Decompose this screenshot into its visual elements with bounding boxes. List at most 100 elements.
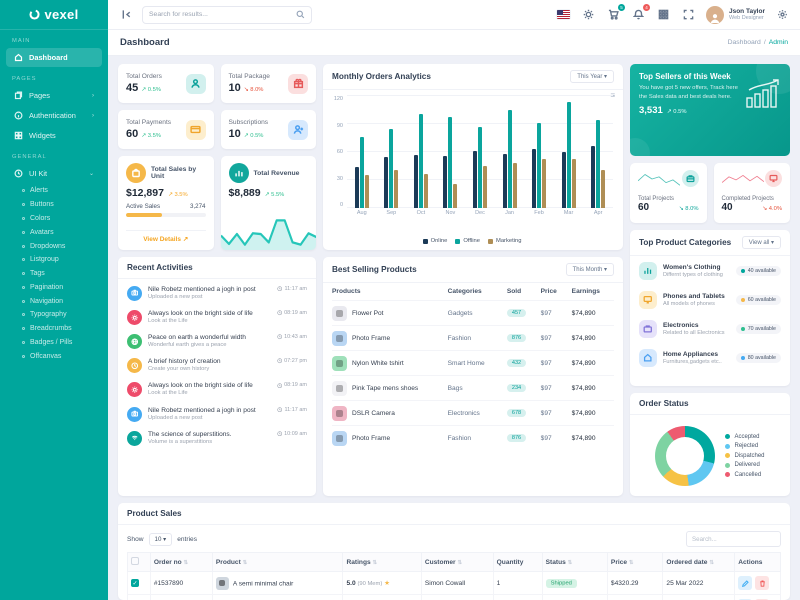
table-search-input[interactable]	[686, 531, 781, 547]
sidebar-subitem-dropdowns[interactable]: Dropdowns	[0, 239, 108, 253]
col-order-no[interactable]: Order no ⇅	[149, 552, 213, 572]
activity-item: Peace on earth a wonderful width Wonderfu…	[118, 329, 316, 353]
theme-toggle-icon[interactable]	[581, 7, 597, 23]
bullet-icon	[22, 313, 25, 317]
globe-icon	[127, 333, 142, 349]
period-dropdown[interactable]: This Month ▾	[565, 263, 614, 276]
activity-item: Always look on the bright side of life Lo…	[118, 378, 316, 402]
period-dropdown[interactable]: This Year ▾	[570, 70, 614, 83]
sidebar-item-label: UI Kit	[29, 169, 48, 178]
sidebar-subitem-buttons[interactable]: Buttons	[0, 198, 108, 212]
sidebar-collapse-icon[interactable]	[118, 7, 134, 23]
sidebar-subitem-tags[interactable]: Tags	[0, 267, 108, 281]
projects-sparkline	[721, 175, 764, 183]
col-status[interactable]: Status ⇅	[541, 552, 608, 572]
stat-label: Total Package	[228, 73, 270, 80]
col-price[interactable]: Price ⇅	[606, 552, 664, 572]
cart-icon[interactable]: 5	[606, 3, 625, 23]
sidebar-subitem-badges-pills[interactable]: Badges / Pills	[0, 336, 108, 350]
home-icon	[14, 53, 23, 62]
chevron-right-icon: ›	[92, 92, 94, 99]
card-title: Total Sales by Unit	[151, 166, 197, 180]
table-row: Photo Frame Fashion 876 $97 $74,890	[332, 425, 614, 450]
bullet-icon	[22, 285, 25, 289]
bullet-icon	[22, 340, 25, 344]
sidebar-subitem-avatars[interactable]: Avatars	[0, 225, 108, 239]
row-checkbox[interactable]: ✓	[131, 579, 139, 587]
sales-trend: ↗ 3.5%	[167, 192, 188, 198]
sidebar-item-widgets[interactable]: Widgets	[6, 126, 102, 145]
activity-time: 10:09 am	[276, 431, 307, 437]
entries-select[interactable]: 10 ▾	[148, 532, 173, 546]
sidebar-subitem-listgroup[interactable]: Listgroup	[0, 253, 108, 267]
sidebar-subitem-offcanvas[interactable]: Offcanvas	[0, 349, 108, 363]
col-ordered-date[interactable]: Ordered date ⇅	[662, 552, 736, 572]
view-all-dropdown[interactable]: View all ▾	[741, 236, 781, 249]
sun-icon	[127, 309, 142, 325]
fullscreen-icon[interactable]	[681, 7, 697, 23]
bar-marketing-oct	[423, 174, 428, 208]
sidebar-subitem-navigation[interactable]: Navigation	[0, 294, 108, 308]
notifications-bell-icon[interactable]: 4	[631, 3, 650, 23]
sold-badge: 234	[506, 384, 527, 392]
monitor-icon	[765, 170, 782, 187]
quantity: 2	[492, 594, 543, 600]
donut-legend: Accepted Rejected Dispatched Delivered Cance…	[725, 434, 765, 478]
sort-icon: ⇅	[709, 559, 714, 566]
section-label-main: MAIN	[12, 38, 31, 44]
monitor-icon	[639, 290, 657, 309]
sidebar-item-dashboard[interactable]: Dashboard	[6, 48, 102, 67]
sidebar-subitem-breadcrumbs[interactable]: Breadcrumbs	[0, 322, 108, 336]
sidebar-subitem-colors[interactable]: Colors	[0, 212, 108, 226]
bar-marketing-aug	[364, 175, 369, 208]
category-item: Home Appliances Furnitures,gadgets etc.. …	[630, 343, 790, 372]
edit-button[interactable]	[738, 576, 753, 590]
card-title: Order Status	[639, 399, 689, 408]
table-row: #1539078 Two type of watch sets 3.0 (50 …	[127, 594, 781, 600]
gridline	[347, 95, 613, 96]
view-details-link[interactable]: View Details ↗	[126, 230, 206, 243]
select-all-checkbox[interactable]	[131, 557, 139, 565]
availability-badge: 60 available	[735, 294, 781, 305]
user-menu[interactable]: Json Taylor Web Designer	[705, 5, 765, 24]
col-quantity[interactable]: Quantity	[492, 552, 543, 572]
table-header-row: Order no ⇅ Product ⇅ Ratings ⇅ Customer …	[127, 552, 781, 572]
top-sellers-desc: You have got 5 new offers, Track here th…	[639, 85, 738, 100]
sales-revenue-row: Total Sales by Unit $12,897 ↗ 3.5% Activ…	[118, 156, 316, 250]
sidebar-subitem-pagination[interactable]: Pagination	[0, 280, 108, 294]
col-customer[interactable]: Customer ⇅	[420, 552, 494, 572]
sidebar-subitem-typography[interactable]: Typography	[0, 308, 108, 322]
sidebar-subitem-alerts[interactable]: Alerts	[0, 184, 108, 198]
brand-logo[interactable]: vexel	[0, 0, 108, 30]
product-thumbnail	[332, 305, 347, 321]
search-input[interactable]	[149, 11, 292, 18]
breadcrumb-root[interactable]: Dashboard	[727, 39, 761, 46]
apps-grid-icon[interactable]	[656, 7, 672, 23]
delete-button[interactable]	[755, 576, 770, 590]
bar-chart-icon	[228, 163, 249, 183]
product-sales-card: Product Sales Show 10 ▾ entries Order no…	[118, 503, 790, 600]
total-projects-card: Total Projects 60 ↘ 8.0%	[630, 163, 707, 223]
x-tick: Aug	[356, 210, 367, 216]
sidebar-item-authentication[interactable]: Authentication ›	[6, 106, 102, 125]
sidebar-item-pages[interactable]: Pages ›	[6, 86, 102, 105]
bar-online-sep	[384, 156, 389, 208]
completed-projects-card: Completed Projects 40 ↘ 4.0%	[713, 163, 790, 223]
bar-marketing-nov	[453, 183, 458, 208]
customer-name: Simon Cowall	[420, 571, 494, 595]
col-product[interactable]: Product ⇅	[211, 552, 344, 572]
language-flag-icon[interactable]	[556, 7, 572, 23]
settings-gear-icon[interactable]	[774, 7, 790, 23]
bar-group-mar	[561, 96, 576, 208]
user-plus-icon	[288, 119, 308, 140]
bullet-icon	[22, 354, 25, 358]
bar-offline-mar	[566, 101, 571, 208]
x-tick: Nov	[445, 210, 456, 216]
sidebar-item-label: Widgets	[29, 131, 56, 140]
order-status-donut	[655, 425, 716, 486]
bar-online-aug	[354, 166, 359, 208]
bar-online-dec	[472, 151, 477, 208]
sidebar-item-uikit[interactable]: UI Kit ⌄	[6, 164, 102, 183]
col-ratings[interactable]: Ratings ⇅	[342, 552, 422, 572]
search-icon[interactable]	[296, 10, 305, 19]
